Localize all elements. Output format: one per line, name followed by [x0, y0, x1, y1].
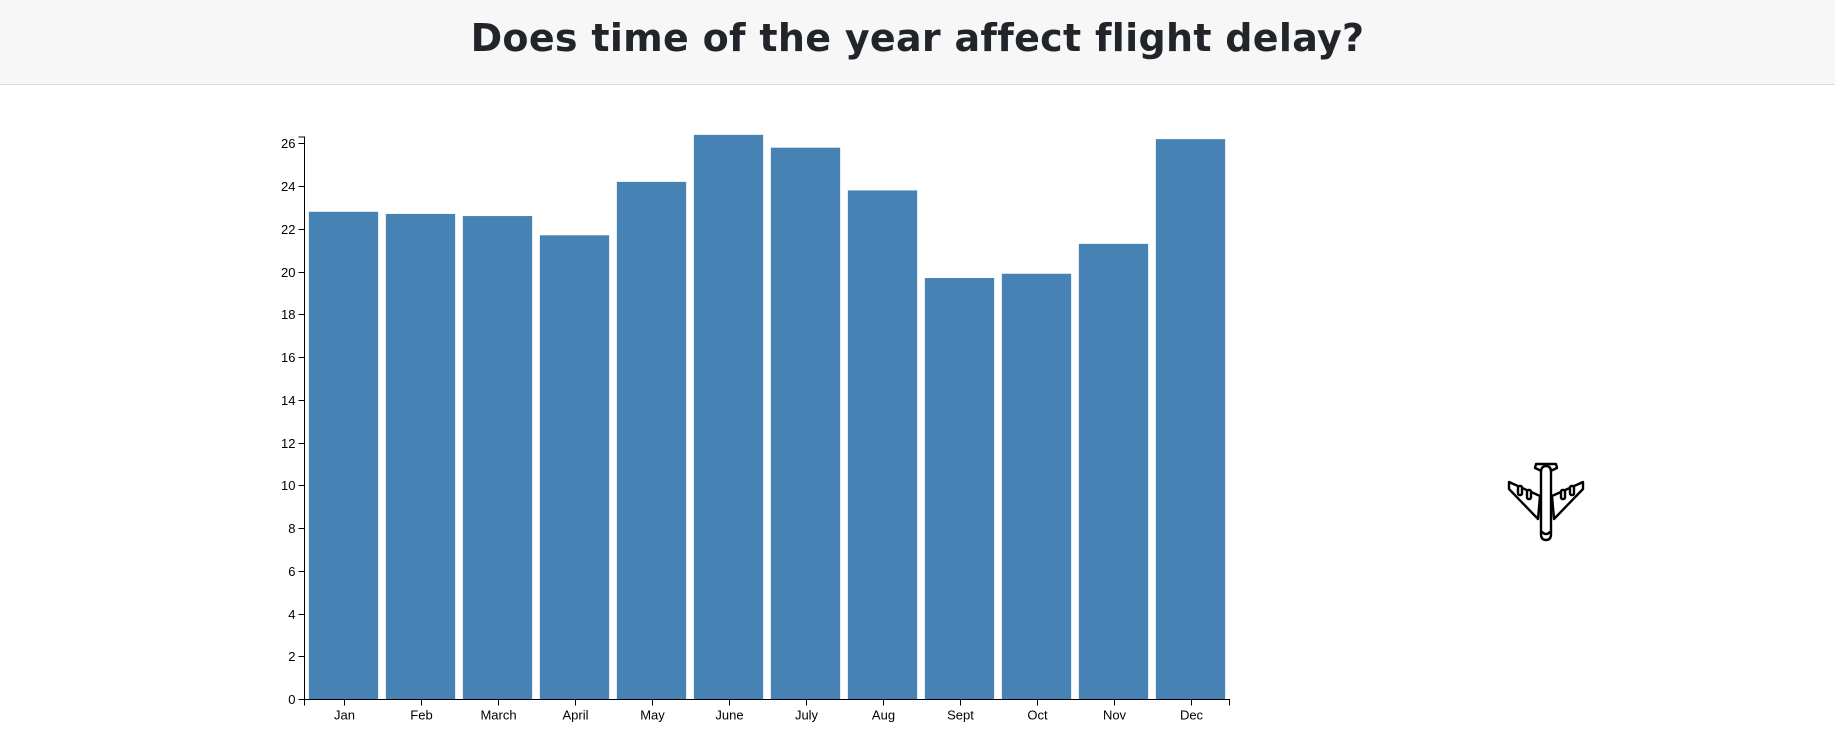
x-tick-label: June	[715, 708, 743, 723]
bar-march	[462, 216, 533, 699]
y-tick-label: 16	[281, 350, 295, 365]
x-tick-label: Aug	[872, 708, 895, 723]
x-tick-label: Oct	[1027, 708, 1048, 723]
x-tick-label: Sept	[947, 708, 974, 723]
bar-april	[539, 235, 610, 700]
y-axis-line	[298, 136, 305, 700]
y-tick-label: 12	[281, 436, 295, 451]
bar-nov	[1078, 243, 1149, 699]
x-tick-label: May	[640, 708, 665, 723]
y-tick-label: 2	[288, 649, 295, 664]
bar-june	[693, 134, 764, 700]
y-tick-label: 14	[281, 393, 295, 408]
bar-may	[616, 181, 687, 699]
y-tick-label: 26	[281, 136, 295, 151]
bar-feb	[385, 213, 456, 699]
y-tick-label: 22	[281, 222, 295, 237]
bar-july	[770, 147, 841, 699]
airplane-icon	[1505, 462, 1587, 544]
bar-oct	[1001, 273, 1072, 699]
x-axis: Jan Feb March April May June July Aug Sept Oct Nov…	[304, 699, 1230, 723]
page-title: Does time of the year affect flight dela…	[470, 16, 1365, 60]
y-tick-label: 4	[288, 607, 295, 622]
y-tick-label: 24	[281, 179, 295, 194]
page-header: Does time of the year affect flight dela…	[0, 0, 1835, 85]
bar-jan	[308, 211, 379, 700]
y-tick-label: 8	[288, 521, 295, 536]
y-tick-label: 6	[288, 564, 295, 579]
y-tick-label: 18	[281, 307, 295, 322]
y-tick-label: 10	[281, 478, 295, 493]
y-tick-label: 0	[288, 692, 295, 707]
x-tick-label: Dec	[1180, 708, 1204, 723]
x-tick-label: July	[795, 708, 819, 723]
x-tick-label: March	[480, 708, 516, 723]
bar-aug	[847, 190, 918, 700]
x-tick-label: Feb	[410, 708, 432, 723]
y-tick-label: 20	[281, 265, 295, 280]
bars-layer	[308, 134, 1226, 700]
x-axis-line	[304, 699, 1230, 706]
bar-dec	[1155, 139, 1226, 699]
bar-sept	[924, 278, 995, 699]
x-tick-label: Jan	[334, 708, 355, 723]
x-tick-label: April	[562, 708, 588, 723]
x-tick-label: Nov	[1103, 708, 1127, 723]
